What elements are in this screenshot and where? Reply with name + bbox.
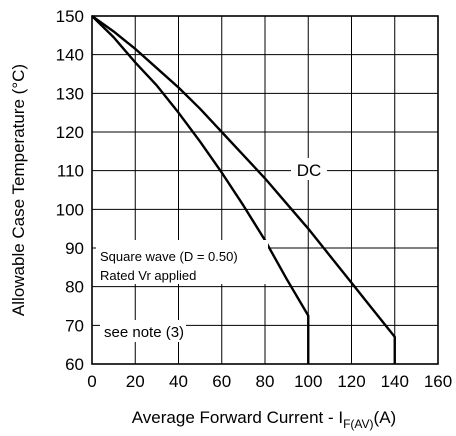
x-tick-label: 40 (169, 372, 188, 391)
x-axis-title-main: Average Forward Current - I (132, 408, 343, 427)
x-tick-labels: 0 20 40 60 80 100 120 140 160 (87, 372, 452, 391)
x-tick-label: 20 (126, 372, 145, 391)
dc-label-bg (291, 158, 327, 180)
y-tick-label: 110 (57, 162, 84, 181)
square-wave-series-line (91, 15, 310, 364)
plot-frame (91, 15, 439, 365)
x-tick-label: 60 (212, 372, 231, 391)
curves (91, 15, 396, 364)
x-tick-label: 160 (424, 372, 452, 391)
square-wave-label-bg (96, 240, 268, 284)
x-tick-label: 80 (256, 372, 275, 391)
y-tick-label: 140 (56, 46, 84, 65)
y-tick-label: 130 (56, 84, 84, 103)
y-tick-label: 90 (65, 239, 84, 258)
y-tick-label: 80 (65, 278, 84, 297)
y-tick-label: 60 (65, 355, 84, 374)
x-tick-label: 140 (381, 372, 409, 391)
y-tick-label: 120 (56, 123, 84, 142)
dc-series-line (91, 15, 396, 364)
annotations: DC Square wave (D = 0.50) Rated Vr appli… (96, 158, 327, 342)
y-tick-label: 150 (56, 7, 84, 26)
y-tick-label: 100 (56, 200, 84, 219)
x-tick-label: 100 (294, 372, 322, 391)
dc-label: DC (297, 161, 322, 180)
x-axis-title-unit: (A) (374, 408, 397, 427)
x-axis-title: Average Forward Current - IF(AV)(A) (132, 408, 396, 431)
y-axis-title: Allowable Case Temperature (°C) (9, 64, 28, 316)
rated-vr-label: Rated Vr applied (100, 268, 196, 283)
y-tick-label: 70 (65, 316, 84, 335)
grid-lines (91, 15, 439, 365)
x-axis-title-subscript: F(AV) (343, 417, 373, 431)
x-tick-label: 0 (87, 372, 96, 391)
x-tick-label: 120 (337, 372, 365, 391)
note-label-bg (100, 320, 186, 342)
see-note-label: see note (3) (104, 324, 184, 341)
y-tick-labels: 60 70 80 90 100 110 120 130 140 150 (56, 7, 84, 374)
square-wave-label: Square wave (D = 0.50) (100, 249, 238, 264)
